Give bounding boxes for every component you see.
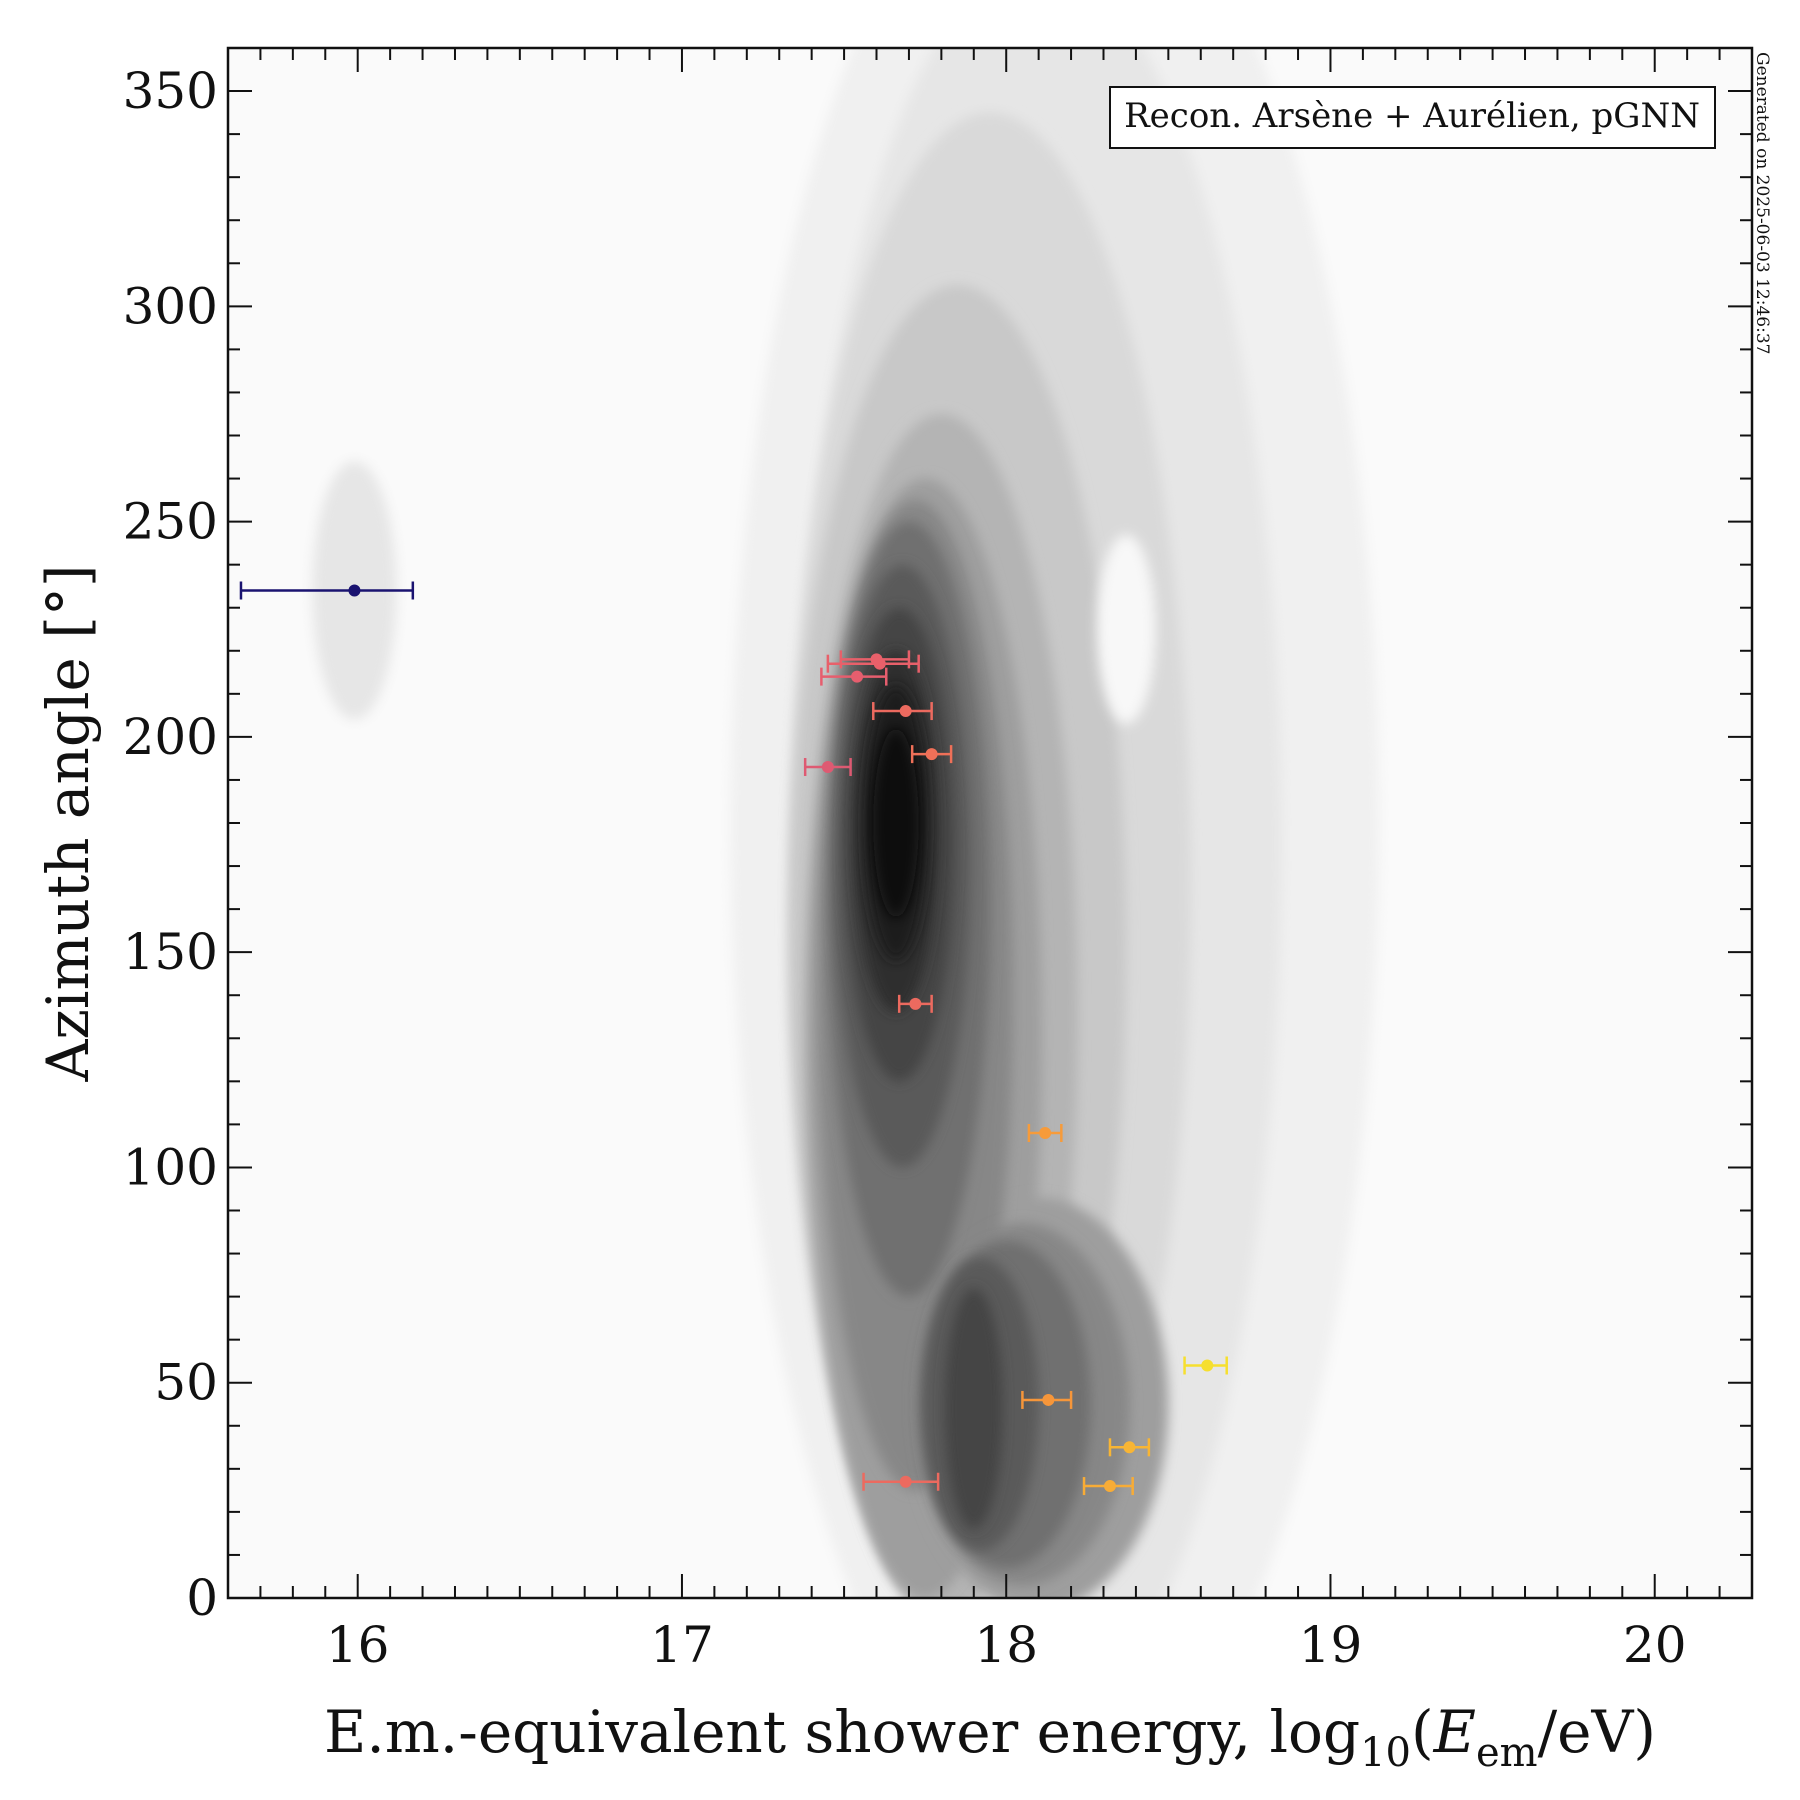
generated-timestamp: Generated on 2025-06-03 12:46:37: [1752, 52, 1772, 354]
data-point: [1021, 1390, 1073, 1409]
data-points: [239, 581, 1228, 1496]
legend-box: Recon. Arsène + Aurélien, pGNN: [1109, 86, 1716, 149]
density-contour-level: [873, 728, 919, 918]
point-marker: [873, 657, 886, 670]
data-point: [803, 758, 852, 777]
y-tick-label: 350: [123, 62, 218, 120]
data-point: [1108, 1438, 1151, 1457]
x-tick-label: 19: [1299, 1616, 1363, 1674]
point-marker: [909, 997, 922, 1010]
data-point: [826, 654, 920, 673]
legend-entry: Recon. Arsène + Aurélien, pGNN: [1124, 96, 1700, 136]
y-tick-label: 200: [123, 708, 218, 766]
x-tick-label: 17: [650, 1616, 714, 1674]
x-axis-title-main: E.m.-equivalent shower energy, log: [324, 1698, 1360, 1766]
y-tick-label: 0: [186, 1569, 218, 1627]
point-marker: [348, 584, 361, 597]
point-marker: [1039, 1127, 1052, 1139]
density-low-region: [1097, 534, 1156, 724]
data-point: [239, 581, 415, 600]
density-contour-level: [944, 1288, 1003, 1530]
data-point: [897, 994, 933, 1013]
point-marker: [1123, 1441, 1136, 1454]
y-tick-label: 300: [123, 277, 218, 335]
point-marker: [851, 670, 864, 683]
axis-ticks: [228, 47, 1753, 1599]
x-axis-title-unit: /eV): [1538, 1698, 1656, 1766]
x-axis-title-symbol: E: [1433, 1698, 1476, 1766]
point-marker: [1042, 1393, 1055, 1406]
x-axis-title-paren: (: [1411, 1698, 1434, 1766]
y-axis-title: Azimuth angle [°]: [34, 564, 102, 1082]
x-axis-title: E.m.-equivalent shower energy, log10(Eem…: [324, 1698, 1656, 1776]
y-tick-label: 150: [123, 923, 218, 981]
point-marker: [899, 705, 912, 718]
point-marker: [1201, 1359, 1214, 1372]
x-tick-label: 20: [1623, 1616, 1687, 1674]
x-axis-title-symbol-subscript: em: [1476, 1730, 1538, 1776]
x-tick-label: 16: [326, 1616, 390, 1674]
density-contours: [312, 48, 1380, 1598]
data-point: [1027, 1124, 1063, 1142]
data-point: [1183, 1356, 1228, 1375]
data-point: [910, 745, 953, 764]
y-tick-label: 250: [123, 493, 218, 551]
y-tick-label: 100: [123, 1138, 218, 1196]
point-marker: [899, 1475, 912, 1488]
point-marker: [925, 748, 938, 761]
data-point: [872, 702, 933, 721]
x-axis-title-log-subscript: 10: [1360, 1730, 1411, 1776]
point-marker: [821, 761, 834, 774]
x-tick-label: 18: [974, 1616, 1038, 1674]
plot-frame: [226, 46, 1754, 1600]
point-marker: [1103, 1480, 1116, 1493]
data-point: [862, 1472, 940, 1491]
y-tick-label: 50: [154, 1354, 218, 1412]
legend-frame: [1109, 86, 1716, 149]
data-point: [1082, 1477, 1134, 1496]
data-point: [820, 667, 888, 686]
